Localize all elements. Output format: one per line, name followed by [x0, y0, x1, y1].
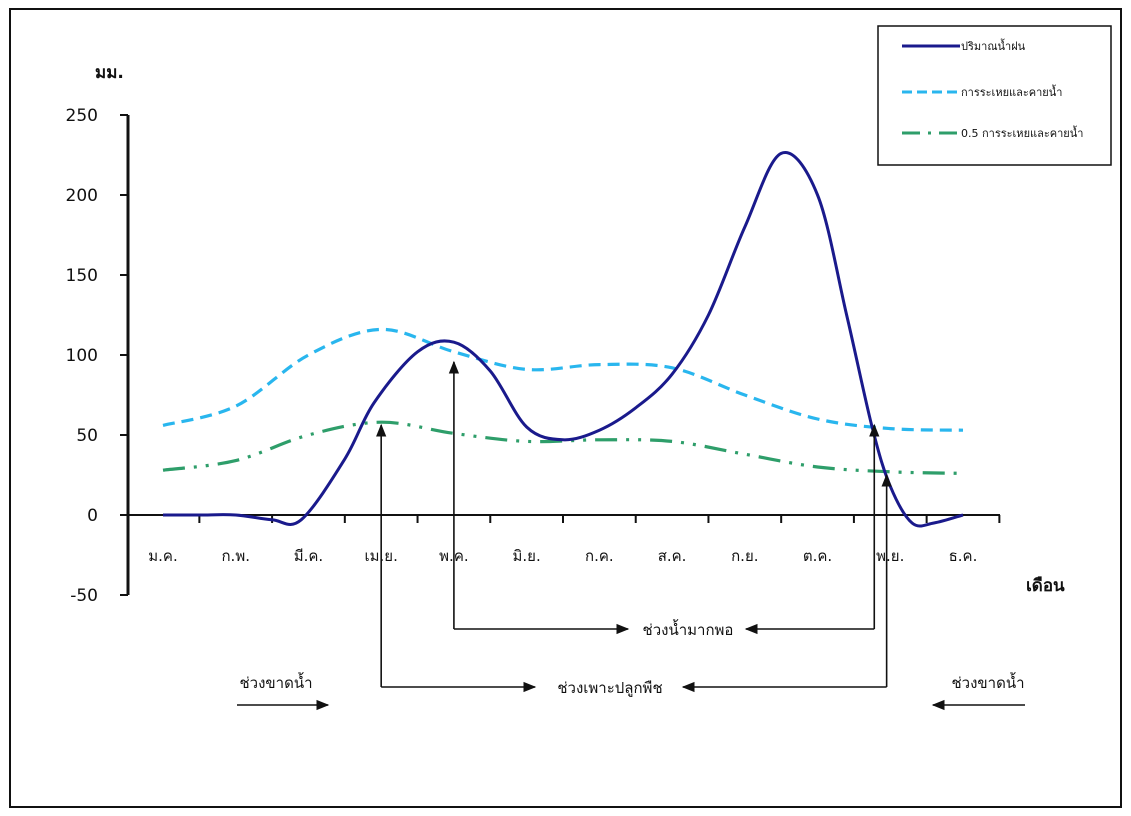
y-tick-label: 150 [66, 266, 98, 286]
annotation-planting-period: ช่วงเพาะปลูกพืช [557, 679, 662, 697]
series-line-1 [163, 151, 964, 528]
legend-label: ปริมาณน้ำฝน [961, 38, 1026, 53]
month-label: ส.ค. [658, 547, 687, 565]
month-label: ต.ค. [803, 547, 832, 565]
y-tick-label: 250 [66, 106, 98, 126]
y-tick-label: 200 [66, 186, 98, 206]
legend-label: 0.5 การระเหยและคายน้ำ [961, 125, 1083, 140]
month-label: ก.ย. [731, 547, 758, 565]
month-label: มี.ค. [294, 547, 323, 565]
y-axis-title: มม. [95, 63, 124, 83]
month-label: ธ.ค. [949, 547, 978, 565]
y-tick-label: 50 [76, 426, 98, 446]
month-label: ก.ค. [585, 547, 614, 565]
series-layer [162, 151, 964, 528]
x-axis-title: เดือน [1026, 575, 1065, 596]
legend-box [877, 25, 1112, 166]
x-axis-month-labels: ม.ค. ก.พ. มี.ค. เม.ย. พ.ค. มิ.ย. ก.ค. ส.ค. ก.ย. ต… [148, 547, 977, 565]
annotation-dry-left: ช่วงขาดน้ำ [239, 672, 312, 692]
month-label: ม.ค. [148, 547, 177, 565]
x-axis-ticks [198, 515, 1001, 523]
month-label: พ.ย. [876, 547, 904, 565]
month-label: มิ.ย. [513, 547, 541, 565]
series-line-3 [162, 420, 964, 475]
series-line-2 [162, 327, 964, 432]
month-label: ก.พ. [221, 547, 250, 565]
y-axis-tick-labels: 250 200 150 100 50 0 -50 [66, 106, 128, 606]
annotation-sufficient-water: ช่วงน้ำมากพอ [643, 619, 734, 639]
y-tick-label: 0 [87, 506, 98, 526]
annotation-dry-right: ช่วงขาดน้ำ [951, 672, 1024, 692]
y-tick-label: 100 [66, 346, 98, 366]
legend-label: การระเหยและคายน้ำ [961, 84, 1062, 99]
y-tick-label: -50 [70, 586, 98, 606]
